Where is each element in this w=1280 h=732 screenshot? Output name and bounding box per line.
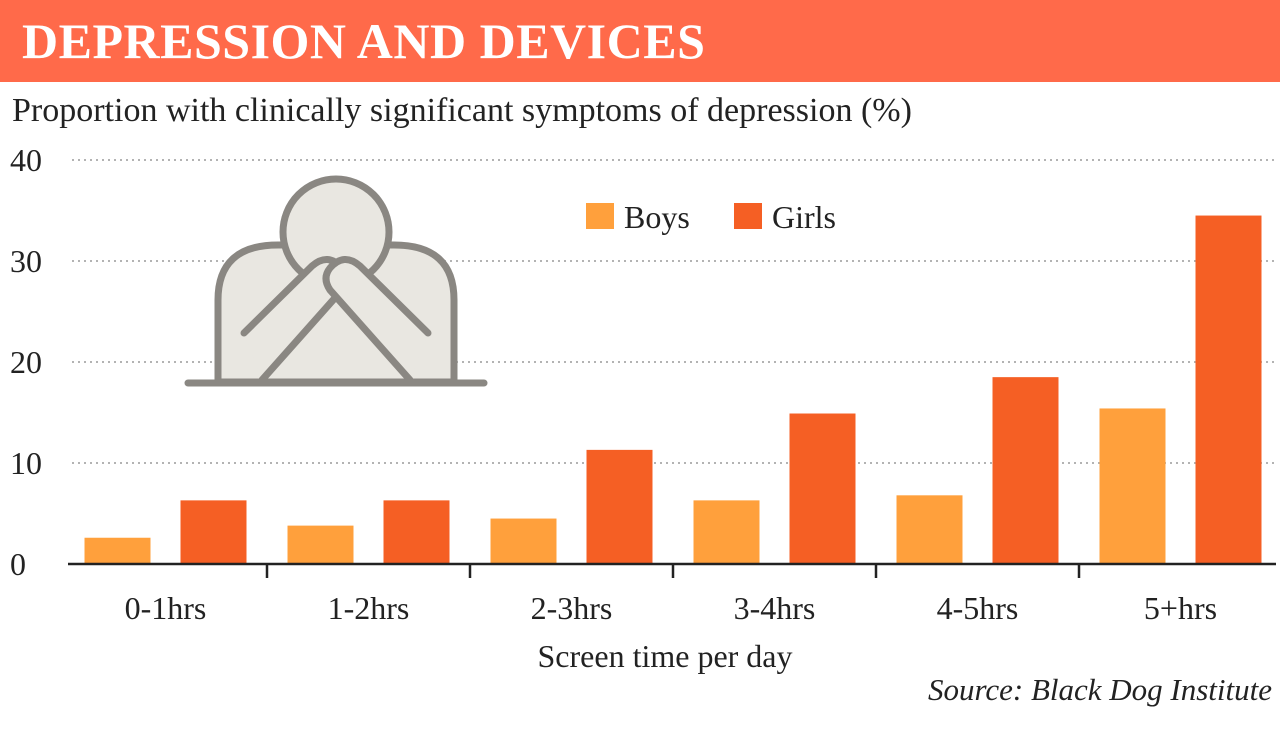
chart-title: DEPRESSION AND DEVICES (22, 13, 706, 69)
bar-girls-4-5hrs (992, 377, 1059, 564)
x-tick-label: 1-2hrs (328, 590, 410, 626)
bar-boys-0-1hrs (84, 537, 151, 564)
y-axis-tick-labels: 0 10 20 30 40 (10, 142, 42, 582)
y-tick-label: 0 (10, 546, 26, 582)
x-tick-label: 0-1hrs (125, 590, 207, 626)
bar-girls-3-4hrs (789, 413, 856, 564)
person-covering-face-icon (184, 175, 488, 387)
bar-boys-2-3hrs (490, 518, 557, 564)
y-tick-label: 20 (10, 344, 42, 380)
y-tick-label: 30 (10, 243, 42, 279)
x-tick-label: 3-4hrs (734, 590, 816, 626)
legend-label-girls: Girls (772, 199, 836, 235)
x-axis (68, 562, 1276, 578)
chart-subtitle: Proportion with clinically significant s… (12, 92, 912, 129)
legend: Boys Girls (586, 199, 836, 235)
bar-girls-1-2hrs (383, 500, 450, 564)
legend-swatch-boys (586, 203, 614, 229)
title-banner (0, 0, 1280, 82)
bar-boys-5+hrs (1099, 408, 1166, 564)
gridlines (72, 159, 1276, 464)
x-tick-label: 5+hrs (1144, 590, 1217, 626)
x-tick-label: 2-3hrs (531, 590, 613, 626)
bar-boys-4-5hrs (896, 495, 963, 564)
y-tick-label: 10 (10, 445, 42, 481)
y-tick-label: 40 (10, 142, 42, 178)
bars (84, 215, 1262, 565)
source-note: Source: Black Dog Institute (927, 672, 1272, 707)
legend-swatch-girls (734, 203, 762, 229)
bar-boys-1-2hrs (287, 525, 354, 564)
x-axis-tick-labels: 0-1hrs 1-2hrs 2-3hrs 3-4hrs 4-5hrs 5+hrs (125, 590, 1217, 626)
legend-label-boys: Boys (624, 199, 690, 235)
bar-girls-0-1hrs (180, 500, 247, 564)
bar-girls-5+hrs (1195, 215, 1262, 565)
bar-boys-3-4hrs (693, 500, 760, 564)
x-tick-label: 4-5hrs (937, 590, 1019, 626)
bar-girls-2-3hrs (586, 449, 653, 564)
x-axis-title: Screen time per day (538, 638, 793, 674)
